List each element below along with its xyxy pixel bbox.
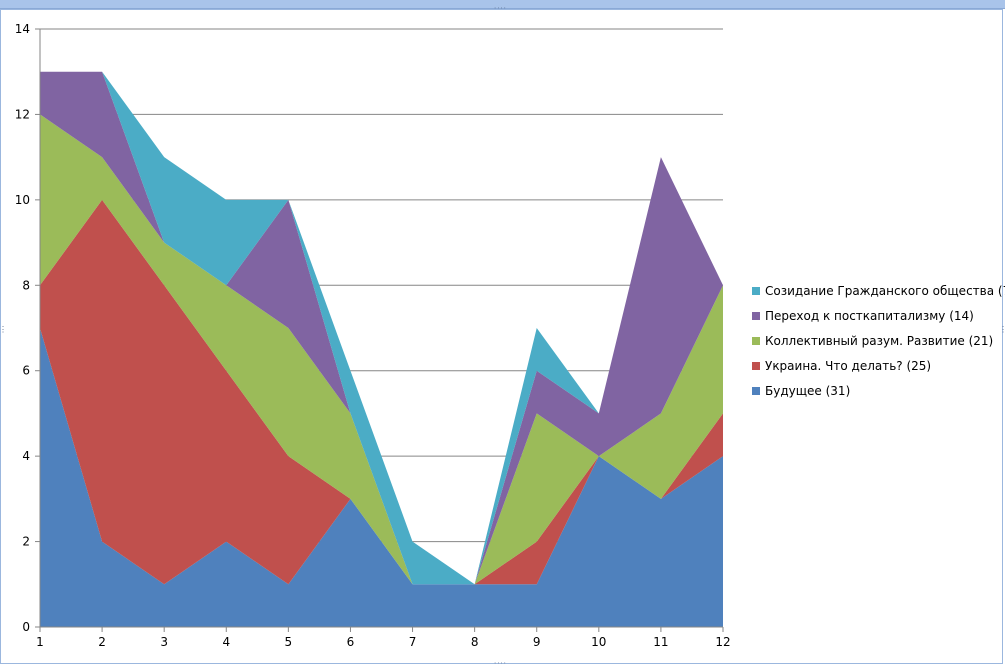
- legend-label-3: Переход к посткапитализму (14): [765, 308, 974, 323]
- x-tick-label-9: 10: [591, 635, 606, 649]
- y-tick-label-7: 14: [15, 22, 30, 36]
- series-area-2: [40, 114, 723, 585]
- resize-handle-bottom[interactable]: ∙∙∙∙: [494, 658, 507, 667]
- x-tick-label-3: 4: [222, 635, 230, 649]
- legend-item-1: Украина. Что делать? (25): [752, 353, 1005, 378]
- series-area-1: [40, 199, 723, 585]
- legend-swatch-1: [752, 361, 760, 370]
- series-area-4: [40, 71, 723, 585]
- chart-frame: [0, 9, 1003, 664]
- legend-item-3: Переход к посткапитализму (14): [752, 303, 1005, 328]
- legend-label-1: Украина. Что делать? (25): [765, 358, 932, 373]
- legend-swatch-3: [752, 311, 760, 320]
- x-tick-label-5: 6: [347, 635, 355, 649]
- x-tick-label-4: 5: [285, 635, 293, 649]
- y-tick-label-4: 8: [22, 278, 30, 292]
- y-tick-label-1: 2: [22, 535, 30, 549]
- resize-handle-top[interactable]: ∙∙∙∙: [494, 3, 507, 12]
- legend-item-2: Коллективный разум. Развитие (21): [752, 328, 1005, 353]
- legend-label-4: Созидание Гражданского общества (7): [765, 283, 1005, 298]
- legend-swatch-4: [752, 286, 760, 295]
- y-tick-label-3: 6: [22, 364, 30, 378]
- y-tick-label-0: 0: [22, 620, 30, 634]
- x-tick-label-1: 2: [98, 635, 106, 649]
- resize-handle-left[interactable]: ⋮: [0, 325, 8, 334]
- legend-item-0: Будущее (31): [752, 378, 1005, 403]
- chart-legend: Созидание Гражданского общества (7) Перех…: [752, 278, 1005, 403]
- legend-swatch-2: [752, 336, 760, 345]
- series-area-0: [40, 328, 723, 627]
- x-tick-label-6: 7: [409, 635, 417, 649]
- x-tick-label-11: 12: [715, 635, 730, 649]
- legend-swatch-0: [752, 386, 760, 395]
- legend-label-2: Коллективный разум. Развитие (21): [765, 333, 994, 348]
- y-tick-label-2: 4: [22, 449, 30, 463]
- x-tick-label-8: 9: [533, 635, 541, 649]
- legend-item-4: Созидание Гражданского общества (7): [752, 278, 1005, 303]
- x-tick-label-7: 8: [471, 635, 479, 649]
- window-top-bar: [0, 0, 1005, 9]
- legend-label-0: Будущее (31): [765, 383, 851, 398]
- resize-handle-right[interactable]: ⋮: [999, 325, 1005, 334]
- x-tick-label-10: 11: [653, 635, 668, 649]
- x-tick-label-2: 3: [160, 635, 168, 649]
- x-tick-label-0: 1: [36, 635, 44, 649]
- y-tick-label-6: 12: [15, 107, 30, 121]
- y-tick-label-5: 10: [15, 193, 30, 207]
- series-area-3: [40, 71, 723, 585]
